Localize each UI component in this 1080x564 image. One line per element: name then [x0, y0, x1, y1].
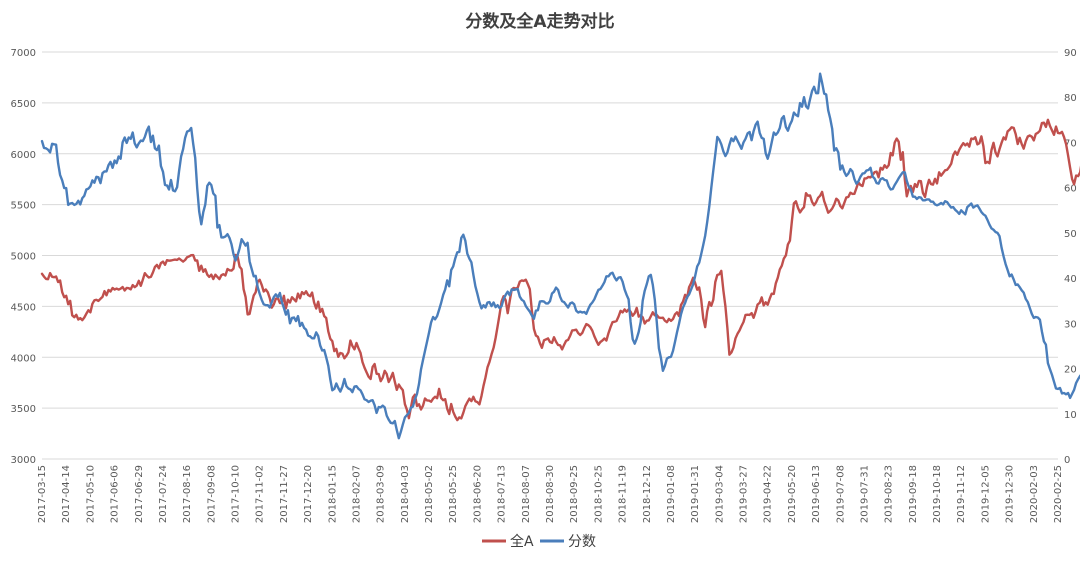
- y-right-tick-label: 90: [1064, 48, 1077, 59]
- series-line-qa: [40, 118, 1080, 422]
- x-tick-label: 2018-04-03: [400, 465, 411, 523]
- x-tick-label: 2019-05-20: [787, 465, 798, 523]
- y-left-tick-label: 7000: [11, 48, 36, 59]
- x-tick-label: 2018-07-13: [497, 465, 508, 523]
- y-axis-left: 3000 3500 4000 4500 5000 5500 6000 6500 7000: [11, 48, 36, 466]
- x-tick-label: 2018-05-25: [448, 465, 459, 523]
- chart-title: 分数及全A走势对比: [465, 11, 614, 32]
- x-tick-label: 2019-01-31: [690, 465, 701, 523]
- x-tick-label: 2019-09-18: [908, 465, 919, 523]
- legend: 全A 分数: [482, 533, 596, 550]
- x-tick-label: 2019-01-08: [666, 465, 677, 523]
- x-tick-label: 2017-06-29: [134, 465, 145, 523]
- x-tick-label: 2017-10-10: [231, 465, 242, 523]
- series-line-score: [40, 72, 1080, 440]
- y-right-tick-label: 70: [1064, 138, 1077, 149]
- x-tick-label: 2018-11-19: [618, 465, 629, 523]
- gridlines: [42, 51, 1058, 460]
- y-left-tick-label: 5000: [11, 252, 36, 263]
- y-right-tick-label: 80: [1064, 93, 1077, 104]
- legend-label-qa: 全A: [510, 533, 534, 550]
- x-tick-label: 2017-05-10: [85, 465, 96, 523]
- legend-label-score: 分数: [568, 534, 596, 550]
- x-tick-label: 2017-03-15: [37, 465, 48, 523]
- x-tick-label: 2019-07-08: [835, 465, 846, 523]
- y-left-tick-label: 6000: [11, 150, 36, 161]
- y-right-tick-label: 40: [1064, 274, 1077, 285]
- x-tick-label: 2018-12-12: [642, 465, 653, 523]
- x-axis: 2017-03-15 2017-04-14 2017-05-10 2017-06-06…: [37, 465, 1064, 523]
- y-right-tick-label: 60: [1064, 184, 1077, 195]
- x-tick-label: 2018-09-25: [569, 465, 580, 523]
- y-right-tick-label: 30: [1064, 319, 1077, 330]
- x-tick-label: 2018-02-07: [351, 465, 362, 523]
- y-left-tick-label: 3500: [11, 404, 36, 415]
- x-tick-label: 2019-08-23: [884, 465, 895, 523]
- x-tick-label: 2017-04-14: [61, 465, 72, 523]
- x-tick-label: 2019-12-30: [1005, 465, 1016, 523]
- x-tick-label: 2017-09-08: [206, 465, 217, 523]
- x-tick-label: 2017-08-16: [182, 465, 193, 523]
- x-tick-label: 2019-04-22: [763, 465, 774, 523]
- x-tick-label: 2017-12-20: [303, 465, 314, 523]
- y-left-tick-label: 4500: [11, 302, 36, 313]
- series-lines: [40, 72, 1080, 440]
- x-tick-label: 2019-12-05: [980, 465, 991, 523]
- y-right-tick-label: 10: [1064, 410, 1077, 421]
- y-right-tick-label: 50: [1064, 229, 1077, 240]
- y-left-tick-label: 4000: [11, 353, 36, 364]
- x-tick-label: 2018-03-09: [376, 465, 387, 523]
- y-left-tick-label: 5500: [11, 201, 36, 212]
- x-tick-label: 2019-11-12: [956, 465, 967, 523]
- x-tick-label: 2019-06-13: [811, 465, 822, 523]
- x-tick-label: 2019-03-27: [739, 465, 750, 523]
- x-tick-label: 2018-10-25: [593, 465, 604, 523]
- y-right-tick-label: 0: [1064, 455, 1070, 466]
- x-tick-label: 2020-02-03: [1029, 465, 1040, 523]
- y-axis-right: 0 10 20 30 40 50 60 70 80 90: [1064, 48, 1077, 466]
- x-tick-label: 2019-07-31: [859, 465, 870, 523]
- y-left-tick-label: 3000: [11, 455, 36, 466]
- x-tick-label: 2017-11-02: [255, 465, 266, 523]
- x-tick-label: 2018-08-30: [545, 465, 556, 523]
- x-tick-label: 2019-10-18: [932, 465, 943, 523]
- x-tick-label: 2020-02-25: [1053, 465, 1064, 523]
- x-tick-label: 2017-06-06: [110, 465, 121, 523]
- x-tick-label: 2017-07-24: [158, 465, 169, 523]
- y-left-tick-label: 6500: [11, 99, 36, 110]
- x-tick-label: 2017-11-27: [279, 465, 290, 523]
- x-tick-label: 2019-03-04: [714, 465, 725, 523]
- y-right-tick-label: 20: [1064, 365, 1077, 376]
- x-tick-label: 2018-01-15: [327, 465, 338, 523]
- x-tick-label: 2018-06-20: [472, 465, 483, 523]
- x-tick-label: 2018-08-07: [521, 465, 532, 523]
- x-tick-label: 2018-05-02: [424, 465, 435, 523]
